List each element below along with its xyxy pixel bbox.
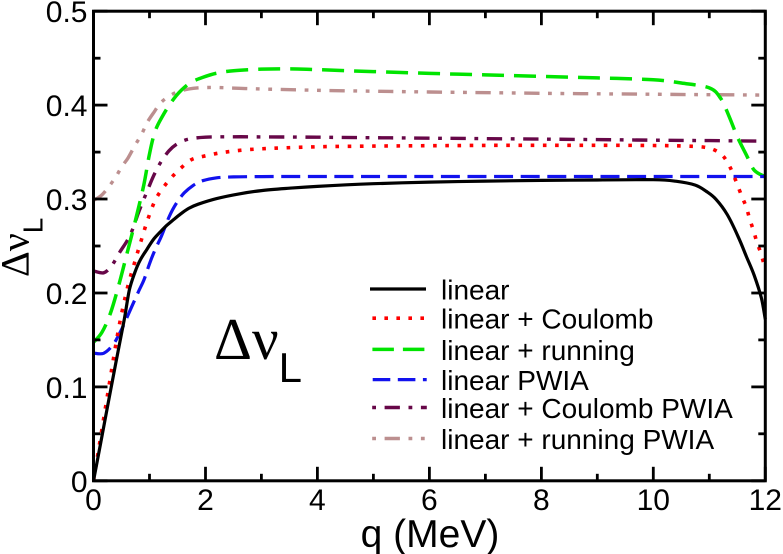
svg-text:linear + running: linear + running [441,335,635,366]
svg-text:0.5: 0.5 [46,0,88,29]
svg-text:0.3: 0.3 [46,184,88,217]
svg-text:linear + Coulomb PWIA: linear + Coulomb PWIA [441,393,733,424]
svg-text:0.1: 0.1 [46,372,88,405]
svg-text:8: 8 [533,484,550,517]
svg-text:linear: linear [441,275,509,306]
svg-text:0: 0 [85,484,102,517]
svg-text:10: 10 [637,484,670,517]
svg-text:linear + running PWIA: linear + running PWIA [441,424,714,455]
svg-text:0.4: 0.4 [46,90,88,123]
svg-text:4: 4 [309,484,326,517]
svg-text:6: 6 [421,484,438,517]
svg-text:12: 12 [749,484,782,517]
svg-text:linear + Coulomb: linear + Coulomb [441,304,653,335]
svg-text:0: 0 [71,466,88,499]
svg-text:2: 2 [197,484,214,517]
svg-text:linear PWIA: linear PWIA [441,365,589,396]
svg-text:0.2: 0.2 [46,278,88,311]
svg-text:q (MeV): q (MeV) [361,513,500,554]
